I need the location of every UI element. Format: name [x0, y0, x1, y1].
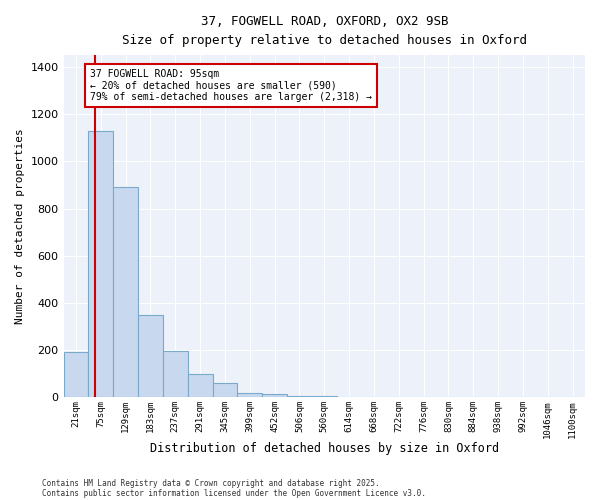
Y-axis label: Number of detached properties: Number of detached properties	[15, 128, 25, 324]
Bar	[312, 396, 337, 398]
Bar	[362, 396, 386, 398]
Text: Contains HM Land Registry data © Crown copyright and database right 2025.: Contains HM Land Registry data © Crown c…	[42, 478, 380, 488]
Bar	[560, 396, 585, 398]
Bar	[188, 374, 212, 398]
Bar	[88, 130, 113, 398]
Bar	[113, 188, 138, 398]
Bar	[337, 396, 362, 398]
Text: Contains public sector information licensed under the Open Government Licence v3: Contains public sector information licen…	[42, 488, 426, 498]
Bar	[238, 392, 262, 398]
X-axis label: Distribution of detached houses by size in Oxford: Distribution of detached houses by size …	[150, 442, 499, 455]
Bar	[212, 384, 238, 398]
Bar	[138, 315, 163, 398]
Bar	[287, 396, 312, 398]
Bar	[64, 352, 88, 398]
Bar	[163, 352, 188, 398]
Bar	[262, 394, 287, 398]
Title: 37, FOGWELL ROAD, OXFORD, OX2 9SB
Size of property relative to detached houses i: 37, FOGWELL ROAD, OXFORD, OX2 9SB Size o…	[122, 15, 527, 47]
Text: 37 FOGWELL ROAD: 95sqm
← 20% of detached houses are smaller (590)
79% of semi-de: 37 FOGWELL ROAD: 95sqm ← 20% of detached…	[91, 70, 373, 102]
